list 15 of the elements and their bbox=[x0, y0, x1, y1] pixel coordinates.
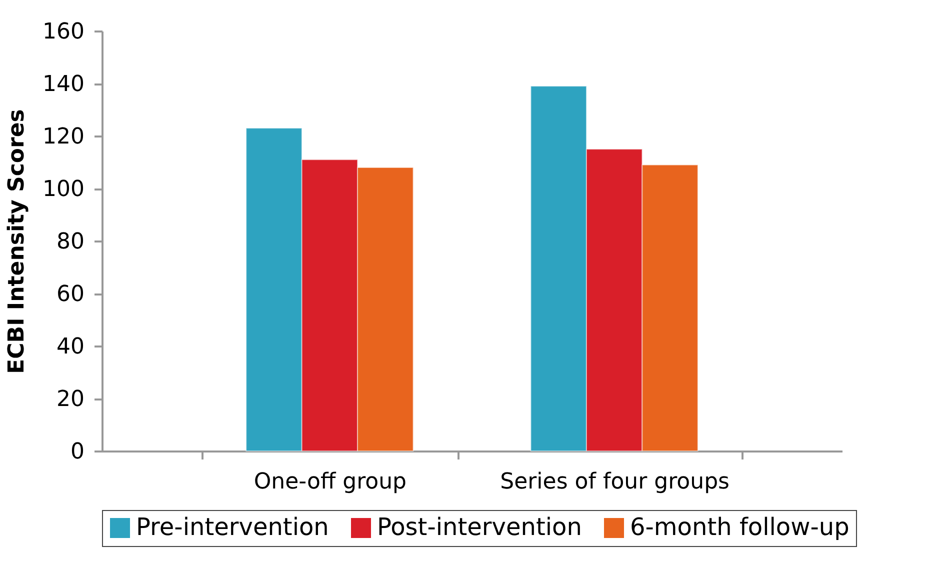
y-tick-label: 100 bbox=[42, 177, 84, 202]
legend-label: Pre-intervention bbox=[136, 513, 329, 541]
x-tick-label: Series of four groups bbox=[500, 470, 730, 494]
y-axis-title: ECBI Intensity Scores bbox=[4, 109, 30, 374]
y-tick-label: 80 bbox=[56, 230, 84, 254]
y-tick-label: 160 bbox=[42, 20, 84, 44]
y-tick-label: 60 bbox=[56, 282, 84, 307]
y-tick-label: 0 bbox=[70, 440, 84, 464]
y-tick-label: 20 bbox=[56, 387, 84, 412]
legend-label: Post-intervention bbox=[377, 513, 582, 541]
legend-label: 6-month follow-up bbox=[630, 513, 850, 541]
y-tick-label: 40 bbox=[56, 334, 84, 360]
y-tick-label: 120 bbox=[42, 124, 84, 150]
x-tick-label: One-off group bbox=[254, 470, 407, 494]
y-tick-label: 140 bbox=[42, 72, 84, 97]
